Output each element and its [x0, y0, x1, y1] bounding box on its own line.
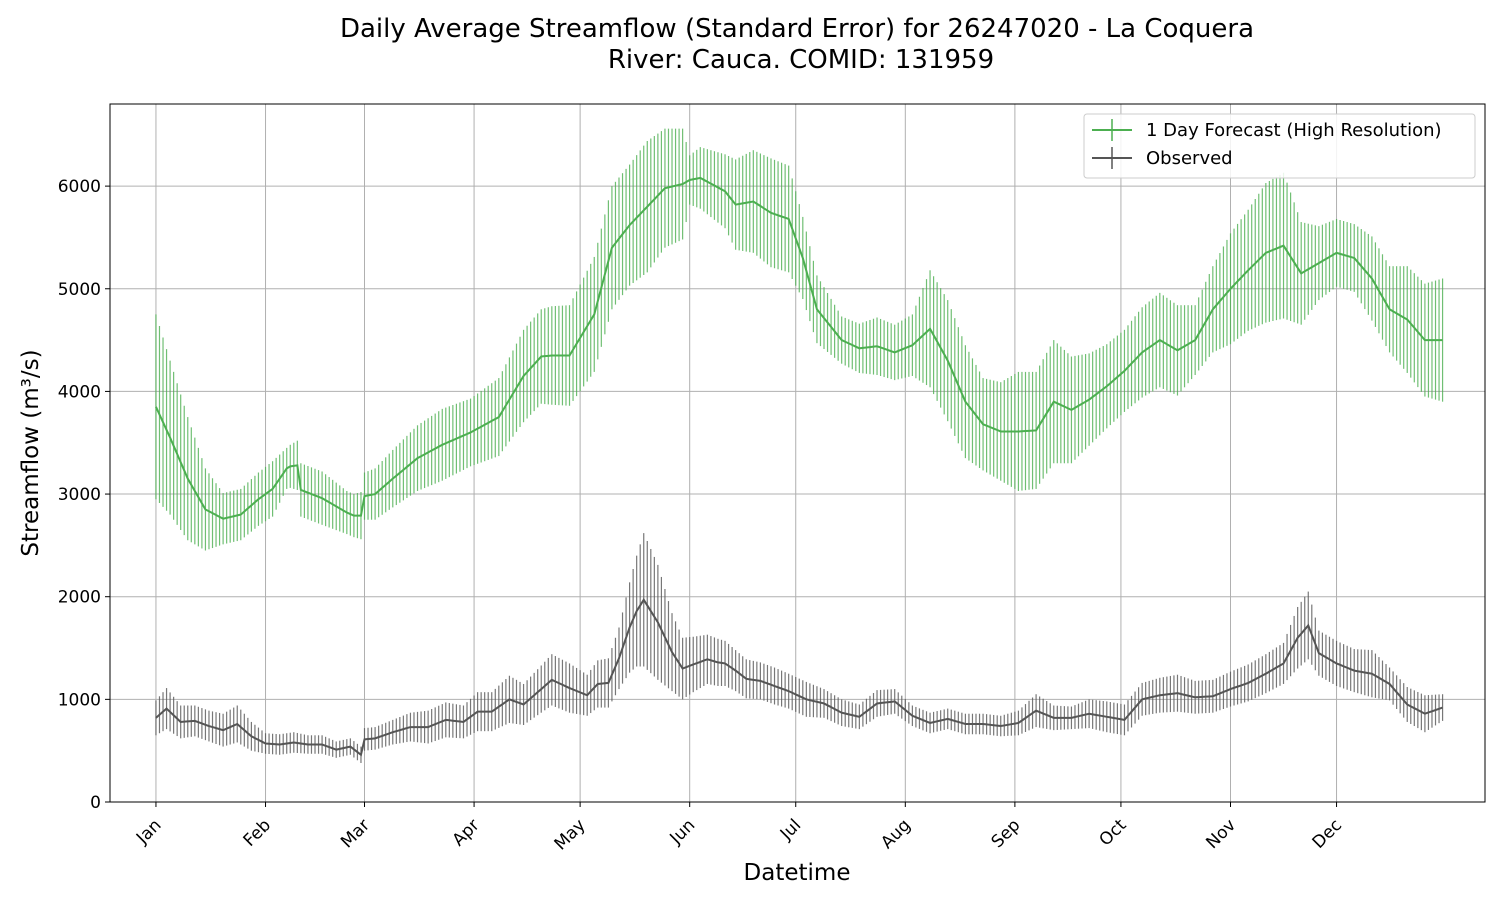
x-tick-label: Dec [1309, 815, 1346, 852]
x-tick-label: Apr [449, 815, 484, 850]
y-tick-label: 0 [90, 793, 101, 813]
y-tick-label: 4000 [58, 382, 101, 402]
plot-frame [109, 103, 1486, 803]
x-tick-label: Jul [776, 815, 805, 844]
y-axis-label: Streamflow (m³/s) [18, 349, 44, 556]
observed-error-bars [155, 533, 1444, 763]
chart-title-line1: Daily Average Streamflow (Standard Error… [340, 14, 1254, 44]
x-tick-label: Mar [337, 815, 374, 852]
y-axis-ticks: 0 1000 2000 3000 4000 5000 6000 [58, 177, 110, 813]
y-tick-label: 6000 [58, 177, 101, 197]
legend-forecast-label: 1 Day Forecast (High Resolution) [1146, 120, 1442, 141]
y-tick-label: 5000 [58, 280, 101, 300]
x-tick-label: Aug [877, 815, 915, 853]
x-tick-label: Sep [988, 815, 1025, 852]
x-axis-ticks: Jan Feb Mar Apr May Jun Jul Aug Sep Oct Nov Dec [132, 802, 1346, 854]
x-tick-label: Oct [1096, 815, 1131, 850]
legend: 1 Day Forecast (High Resolution) Observe… [1083, 113, 1476, 179]
grid-lines [110, 104, 1485, 803]
y-tick-label: 1000 [58, 690, 101, 710]
legend-observed-label: Observed [1146, 148, 1233, 169]
observed-series-line [155, 597, 1443, 757]
forecast-series-line [155, 176, 1443, 520]
x-tick-label: Jun [666, 815, 700, 849]
x-tick-label: May [551, 815, 590, 854]
x-tick-label: Jan [132, 815, 165, 848]
y-tick-label: 2000 [58, 588, 101, 608]
x-tick-label: Nov [1202, 815, 1240, 853]
chart-title-line2: River: Cauca. COMID: 131959 [608, 45, 994, 75]
x-tick-label: Feb [240, 815, 275, 850]
forecast-error-bars [155, 128, 1444, 551]
y-tick-label: 3000 [58, 485, 101, 505]
x-axis-label: Datetime [744, 860, 851, 886]
legend-box [1083, 113, 1476, 179]
